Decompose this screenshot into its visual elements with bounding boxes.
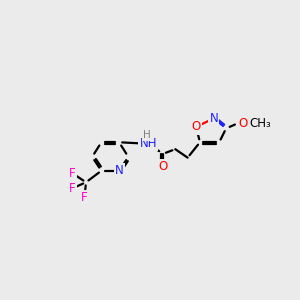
Text: CH₃: CH₃ xyxy=(249,116,271,130)
Text: N: N xyxy=(115,164,124,177)
Text: O: O xyxy=(158,160,168,173)
Text: N: N xyxy=(209,112,218,125)
Text: F: F xyxy=(81,191,88,204)
Text: F: F xyxy=(69,182,75,195)
Text: H: H xyxy=(143,130,151,140)
Text: O: O xyxy=(191,120,201,134)
Text: NH: NH xyxy=(140,137,157,150)
Text: O: O xyxy=(238,116,248,130)
Text: F: F xyxy=(69,167,75,180)
